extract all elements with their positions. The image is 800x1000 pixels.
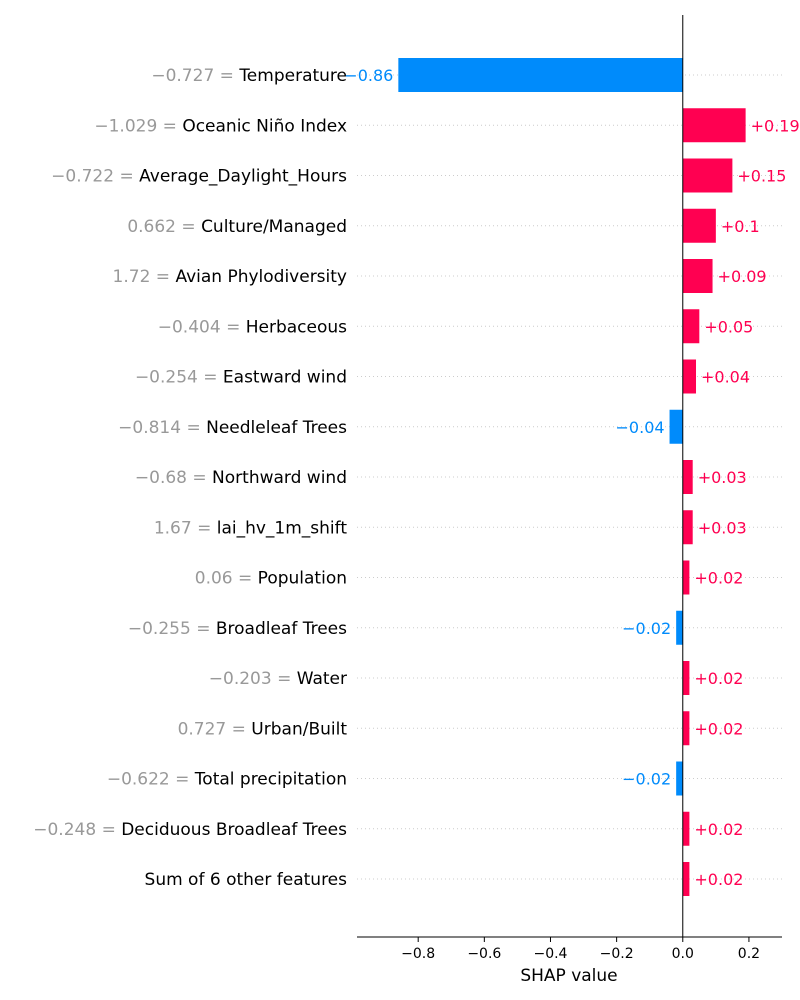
- grid-lines: [357, 74, 782, 880]
- bar-value-label: −0.02: [622, 770, 671, 789]
- feature-value: −0.727 =: [151, 66, 239, 86]
- feature-label: 0.06 = Population: [195, 569, 347, 589]
- x-tick-label: 0.2: [738, 946, 760, 962]
- bar: [682, 862, 690, 896]
- feature-value: −1.029 =: [94, 116, 182, 136]
- feature-value: −0.622 =: [107, 770, 195, 790]
- feature-value: −0.248 =: [33, 820, 121, 840]
- bar-value-label: +0.02: [694, 719, 743, 738]
- feature-value: −0.404 =: [158, 317, 246, 337]
- feature-value: 1.72 =: [113, 267, 176, 287]
- feature-name: Herbaceous: [246, 317, 347, 337]
- feature-label: −0.254 = Eastward wind: [135, 368, 347, 388]
- bar: [682, 208, 716, 243]
- feature-name: Total precipitation: [194, 770, 347, 790]
- bar-value-label: +0.15: [737, 167, 786, 186]
- feature-name: Avian Phylodiversity: [175, 267, 347, 287]
- x-tick-label: −0.4: [533, 946, 567, 962]
- bar-value-label: +0.03: [698, 518, 747, 537]
- feature-labels: −0.727 = Temperature −1.029 = Oceanic Niñ…: [33, 66, 347, 890]
- feature-label: Sum of 6 other features: [145, 870, 348, 890]
- feature-value: 0.727 =: [178, 719, 252, 739]
- feature-name: Oceanic Niño Index: [182, 116, 347, 136]
- feature-value: −0.814 =: [118, 418, 206, 438]
- bar-value-label: +0.09: [718, 267, 767, 286]
- feature-label: −0.814 = Needleleaf Trees: [118, 418, 347, 438]
- feature-name: Average_Daylight_Hours: [139, 167, 347, 187]
- bar-value-label: −0.04: [616, 418, 665, 437]
- bar-value-label: +0.02: [694, 820, 743, 839]
- bar-value-label: +0.19: [751, 116, 800, 135]
- bar: [682, 158, 733, 193]
- bar: [682, 460, 693, 494]
- bars: [398, 58, 746, 896]
- bar: [398, 58, 683, 92]
- x-tick-label: −0.2: [600, 946, 634, 962]
- bar-value-label: +0.1: [721, 217, 760, 236]
- feature-label: 0.727 = Urban/Built: [178, 719, 348, 739]
- feature-value: −0.203 =: [209, 669, 297, 689]
- bar-value-label: +0.02: [694, 870, 743, 889]
- feature-value: 0.662 =: [127, 217, 201, 237]
- feature-value: −0.255 =: [128, 619, 216, 639]
- x-tick-label: 0.0: [672, 946, 694, 962]
- feature-label: −1.029 = Oceanic Niño Index: [94, 116, 347, 136]
- feature-value: −0.722 =: [51, 167, 139, 187]
- bar: [669, 409, 683, 444]
- bar-value-label: +0.03: [698, 468, 747, 487]
- feature-value: −0.254 =: [135, 368, 223, 388]
- feature-label: −0.203 = Water: [209, 669, 347, 689]
- feature-label: −0.722 = Average_Daylight_Hours: [51, 167, 347, 187]
- feature-label: 0.662 = Culture/Managed: [127, 217, 347, 237]
- bar-value-label: −0.02: [622, 619, 671, 638]
- feature-name: Eastward wind: [223, 368, 347, 388]
- bar: [682, 560, 690, 595]
- feature-name: lai_hv_1m_shift: [217, 518, 348, 538]
- feature-name: Needleleaf Trees: [206, 418, 347, 438]
- feature-value: 0.06 =: [195, 569, 258, 589]
- bar-value-labels: −0.86 +0.19 +0.15 +0.1 +0.09 +0.05 +0.04 −0.04 +…: [344, 66, 799, 889]
- bar: [682, 661, 690, 695]
- feature-value: 1.67 =: [154, 518, 217, 538]
- feature-name: Broadleaf Trees: [216, 619, 347, 639]
- feature-value: −0.68 =: [135, 468, 212, 488]
- feature-label: −0.68 = Northward wind: [135, 468, 347, 488]
- bar: [676, 610, 683, 645]
- feature-label: 1.67 = lai_hv_1m_shift: [154, 518, 348, 538]
- feature-name: Temperature: [238, 66, 347, 86]
- bar-value-label: +0.04: [701, 368, 750, 387]
- bar: [682, 711, 690, 746]
- x-axis: −0.8 −0.6 −0.4 −0.2 0.0 0.2: [357, 936, 782, 962]
- bar-value-label: +0.02: [694, 569, 743, 588]
- bar-value-label: −0.86: [344, 66, 393, 85]
- feature-name: Culture/Managed: [201, 217, 347, 237]
- feature-label: −0.404 = Herbaceous: [158, 317, 347, 337]
- bar-value-label: +0.02: [694, 669, 743, 688]
- x-tick-label: −0.8: [401, 946, 435, 962]
- feature-label: −0.248 = Deciduous Broadleaf Trees: [33, 820, 347, 840]
- feature-label: −0.727 = Temperature: [151, 66, 347, 86]
- bar: [682, 510, 693, 545]
- feature-name: Water: [297, 669, 347, 689]
- feature-name: Deciduous Broadleaf Trees: [121, 820, 347, 840]
- bar: [682, 811, 690, 846]
- x-axis-label: SHAP value: [520, 966, 617, 986]
- x-tick-label: −0.6: [467, 946, 501, 962]
- feature-label: −0.255 = Broadleaf Trees: [128, 619, 347, 639]
- feature-name: Sum of 6 other features: [145, 870, 348, 890]
- bar: [682, 259, 713, 293]
- bar-value-label: +0.05: [704, 317, 753, 336]
- feature-name: Population: [258, 569, 347, 589]
- bar: [682, 108, 746, 143]
- bar: [682, 359, 697, 394]
- bar: [682, 309, 700, 344]
- bar: [676, 761, 683, 796]
- feature-label: −0.622 = Total precipitation: [107, 770, 347, 790]
- feature-name: Urban/Built: [251, 719, 347, 739]
- feature-name: Northward wind: [212, 468, 347, 488]
- feature-label: 1.72 = Avian Phylodiversity: [113, 267, 347, 287]
